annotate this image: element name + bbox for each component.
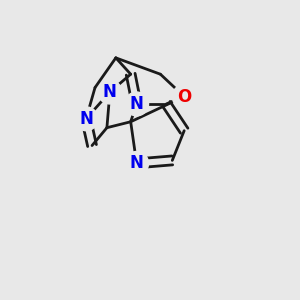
Circle shape <box>125 152 148 175</box>
Circle shape <box>172 85 196 108</box>
Circle shape <box>74 107 98 131</box>
Text: O: O <box>177 88 191 106</box>
Circle shape <box>125 92 148 116</box>
Text: N: N <box>130 154 144 172</box>
Text: N: N <box>130 95 144 113</box>
Circle shape <box>98 80 122 104</box>
Text: N: N <box>79 110 93 128</box>
Text: N: N <box>103 83 117 101</box>
